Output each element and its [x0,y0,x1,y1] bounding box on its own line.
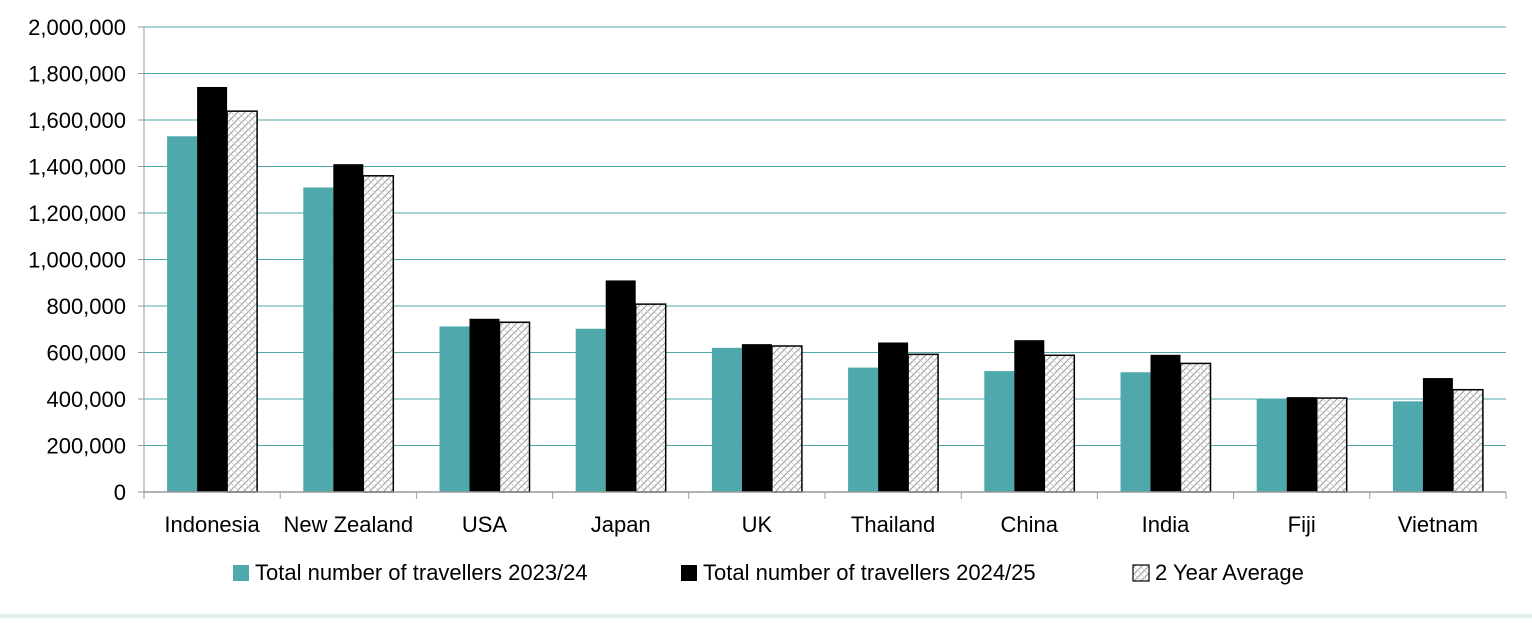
bar-new-zealand-series-3 [362,175,395,493]
x-tick-label: USA [462,512,508,537]
y-tick-label: 1,400,000 [28,155,126,180]
y-tick-label: 2,000,000 [28,15,126,40]
bars [167,86,1484,493]
legend-swatch-3 [1132,564,1150,582]
bar-vietnam-series-2 [1422,378,1453,492]
bar-thailand-series-2 [878,342,909,492]
bar-india-series-1 [1120,372,1151,492]
axes [143,27,1507,499]
x-tick-label: Fiji [1288,512,1316,537]
bar-fiji-series-1 [1256,399,1287,492]
bar-usa-series-2 [469,318,500,492]
y-tick-label: 0 [114,480,126,505]
bottom-border [0,614,1532,618]
y-tick-label: 200,000 [46,434,126,459]
y-tick-label: 600,000 [46,341,126,366]
bar-new-zealand-series-1 [303,187,334,493]
x-tick-label: UK [742,512,773,537]
bar-japan-series-2 [605,280,636,492]
x-tick-label: Vietnam [1398,512,1478,537]
bar-new-zealand-series-2 [333,164,364,493]
bar-vietnam-series-1 [1392,401,1423,492]
y-axis-tick-labels: 0 200,000 400,000 600,000 800,000 1,000,000 1,… [28,15,144,505]
bar-uk-series-3 [771,345,803,493]
bar-fiji-series-2 [1286,397,1317,492]
legend-swatch-1 [233,565,249,581]
y-tick-label: 1,000,000 [28,248,126,273]
legend-label-1: Total number of travellers 2023/24 [255,560,588,585]
bar-vietnam-series-3 [1452,388,1484,493]
x-tick-label: China [1001,512,1059,537]
y-tick-label: 1,200,000 [28,201,126,226]
x-axis-tick-labels: Indonesia New Zealand USA Japan UK Thailand Ch… [164,512,1478,537]
bar-thailand-series-1 [848,367,879,492]
y-tick-label: 800,000 [46,294,126,319]
y-tick-label: 400,000 [46,387,126,412]
x-tick-label: India [1142,512,1190,537]
bar-thailand-series-3 [907,353,939,493]
bar-fiji-series-3 [1315,397,1348,493]
bar-china-series-2 [1014,340,1045,492]
x-tick-label: Indonesia [164,512,260,537]
bar-china-series-3 [1043,354,1076,493]
bar-china-series-1 [984,371,1015,492]
legend-label-3: 2 Year Average [1155,560,1304,585]
bar-uk-series-2 [741,344,772,492]
y-tick-label: 1,800,000 [28,62,126,87]
bar-indonesia-series-1 [167,136,198,492]
bar-usa-series-3 [498,321,531,493]
bar-usa-series-1 [439,326,470,492]
bar-india-series-2 [1150,354,1181,492]
legend: Total number of travellers 2023/24 Total … [233,560,1304,585]
bar-indonesia-series-3 [226,110,258,493]
bar-japan-series-3 [634,303,667,493]
x-tick-label: Thailand [851,512,935,537]
legend-swatch-2 [681,565,697,581]
legend-label-2: Total number of travellers 2024/25 [703,560,1036,585]
bar-india-series-3 [1179,362,1212,493]
y-tick-label: 1,600,000 [28,108,126,133]
x-tick-label: Japan [591,512,651,537]
bar-indonesia-series-2 [197,86,228,493]
x-tick-label: New Zealand [283,512,413,537]
bar-japan-series-1 [575,328,606,492]
bar-uk-series-1 [711,347,742,492]
